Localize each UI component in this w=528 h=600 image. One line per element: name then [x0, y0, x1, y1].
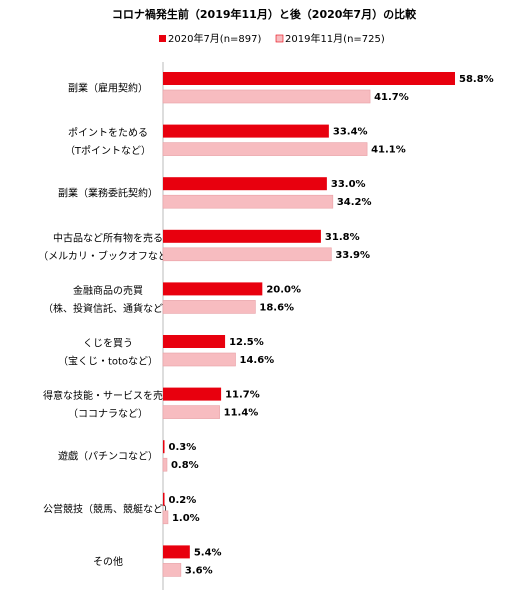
- legend-swatch-2020: [159, 35, 166, 42]
- value-label-s1-c1: 41.1%: [371, 145, 406, 156]
- category-label-3-line-1: （メルカリ・ブックオフなど）: [38, 249, 178, 262]
- bar-s0-c0: [163, 72, 455, 85]
- value-label-s0-c0: 58.8%: [459, 74, 494, 85]
- bar-s1-c9: [162, 563, 182, 577]
- bar-s1-c6: [162, 405, 220, 419]
- legend-label-2020: 2020年7月(n=897): [168, 32, 262, 45]
- bar-s0-c2: [163, 177, 327, 191]
- bar-s0-c1: [163, 124, 329, 138]
- category-label-8: 公営競技（競馬、競艇など）: [43, 502, 173, 515]
- category-label-7: 遊戯（パチンコなど）: [58, 450, 158, 463]
- bar-s1-c8: [162, 510, 169, 525]
- chart-title: コロナ禍発生前（2019年11月）と後（2020年7月）の比較: [112, 7, 417, 21]
- bar-s0-c4: [163, 282, 263, 296]
- value-label-s0-c1: 33.4%: [333, 127, 368, 138]
- category-label-1-line-0: ポイントをためる: [68, 127, 148, 139]
- bar-s0-c7: [163, 440, 165, 454]
- value-label-s1-c9: 3.6%: [185, 565, 213, 576]
- bar-s1-c4: [162, 300, 256, 314]
- bar-s1-c5: [162, 352, 236, 367]
- value-label-s1-c0: 41.7%: [374, 92, 409, 103]
- category-label-3-line-0: 中古品など所有物を売る: [53, 231, 163, 244]
- value-label-s1-c4: 18.6%: [259, 302, 294, 313]
- bar-s1-c7: [162, 457, 168, 472]
- value-label-s0-c7: 0.3%: [169, 442, 197, 453]
- category-label-9: その他: [93, 555, 123, 568]
- category-label-0: 副業（雇用契約）: [68, 82, 148, 95]
- bar-s0-c3: [163, 229, 321, 243]
- bar-s1-c1: [162, 142, 368, 156]
- value-label-s1-c6: 11.4%: [224, 408, 259, 419]
- value-label-s0-c8: 0.2%: [169, 495, 197, 506]
- value-label-s0-c3: 31.8%: [325, 232, 360, 243]
- value-label-s0-c6: 11.7%: [225, 390, 260, 401]
- category-label-2: 副業（業務委託契約）: [58, 187, 158, 200]
- value-label-s0-c9: 5.4%: [194, 547, 222, 558]
- legend-label-2019: 2019年11月(n=725): [285, 32, 385, 45]
- category-label-4-line-0: 金融商品の売買: [73, 284, 143, 297]
- category-label-6-line-0: 得意な技能・サービスを売る: [43, 389, 173, 402]
- value-label-s1-c5: 14.6%: [240, 355, 275, 366]
- category-label-4-line-1: （株、投資信託、通貨など）: [43, 302, 173, 315]
- bar-s0-c8: [163, 492, 165, 506]
- value-label-s0-c2: 33.0%: [331, 179, 366, 190]
- bar-s1-c0: [162, 89, 371, 104]
- bar-s0-c6: [163, 387, 222, 401]
- value-label-s1-c2: 34.2%: [337, 197, 372, 208]
- value-label-s0-c4: 20.0%: [266, 284, 301, 295]
- bars-layer: 副業（雇用契約） 58.8% 41.7% ポイントをためる （Tポイントなど） 33.4%…: [38, 72, 494, 577]
- value-label-s0-c5: 12.5%: [229, 337, 264, 348]
- value-label-s1-c8: 1.0%: [172, 513, 200, 524]
- value-label-s1-c7: 0.8%: [171, 460, 199, 471]
- bar-s0-c9: [163, 545, 190, 559]
- value-label-s1-c3: 33.9%: [335, 250, 370, 261]
- legend: 2020年7月(n=897) 2019年11月(n=725): [159, 32, 385, 45]
- category-label-6-line-1: （ココナラなど）: [68, 408, 148, 420]
- category-label-5-line-1: （宝くじ・totoなど）: [58, 355, 158, 368]
- bar-s0-c5: [163, 335, 226, 348]
- category-label-1-line-1: （Tポイントなど）: [65, 145, 151, 157]
- legend-swatch-2019: [275, 34, 284, 43]
- bar-s1-c2: [162, 194, 334, 209]
- bar-s1-c3: [162, 247, 332, 262]
- category-label-5-line-0: くじを買う: [83, 338, 133, 350]
